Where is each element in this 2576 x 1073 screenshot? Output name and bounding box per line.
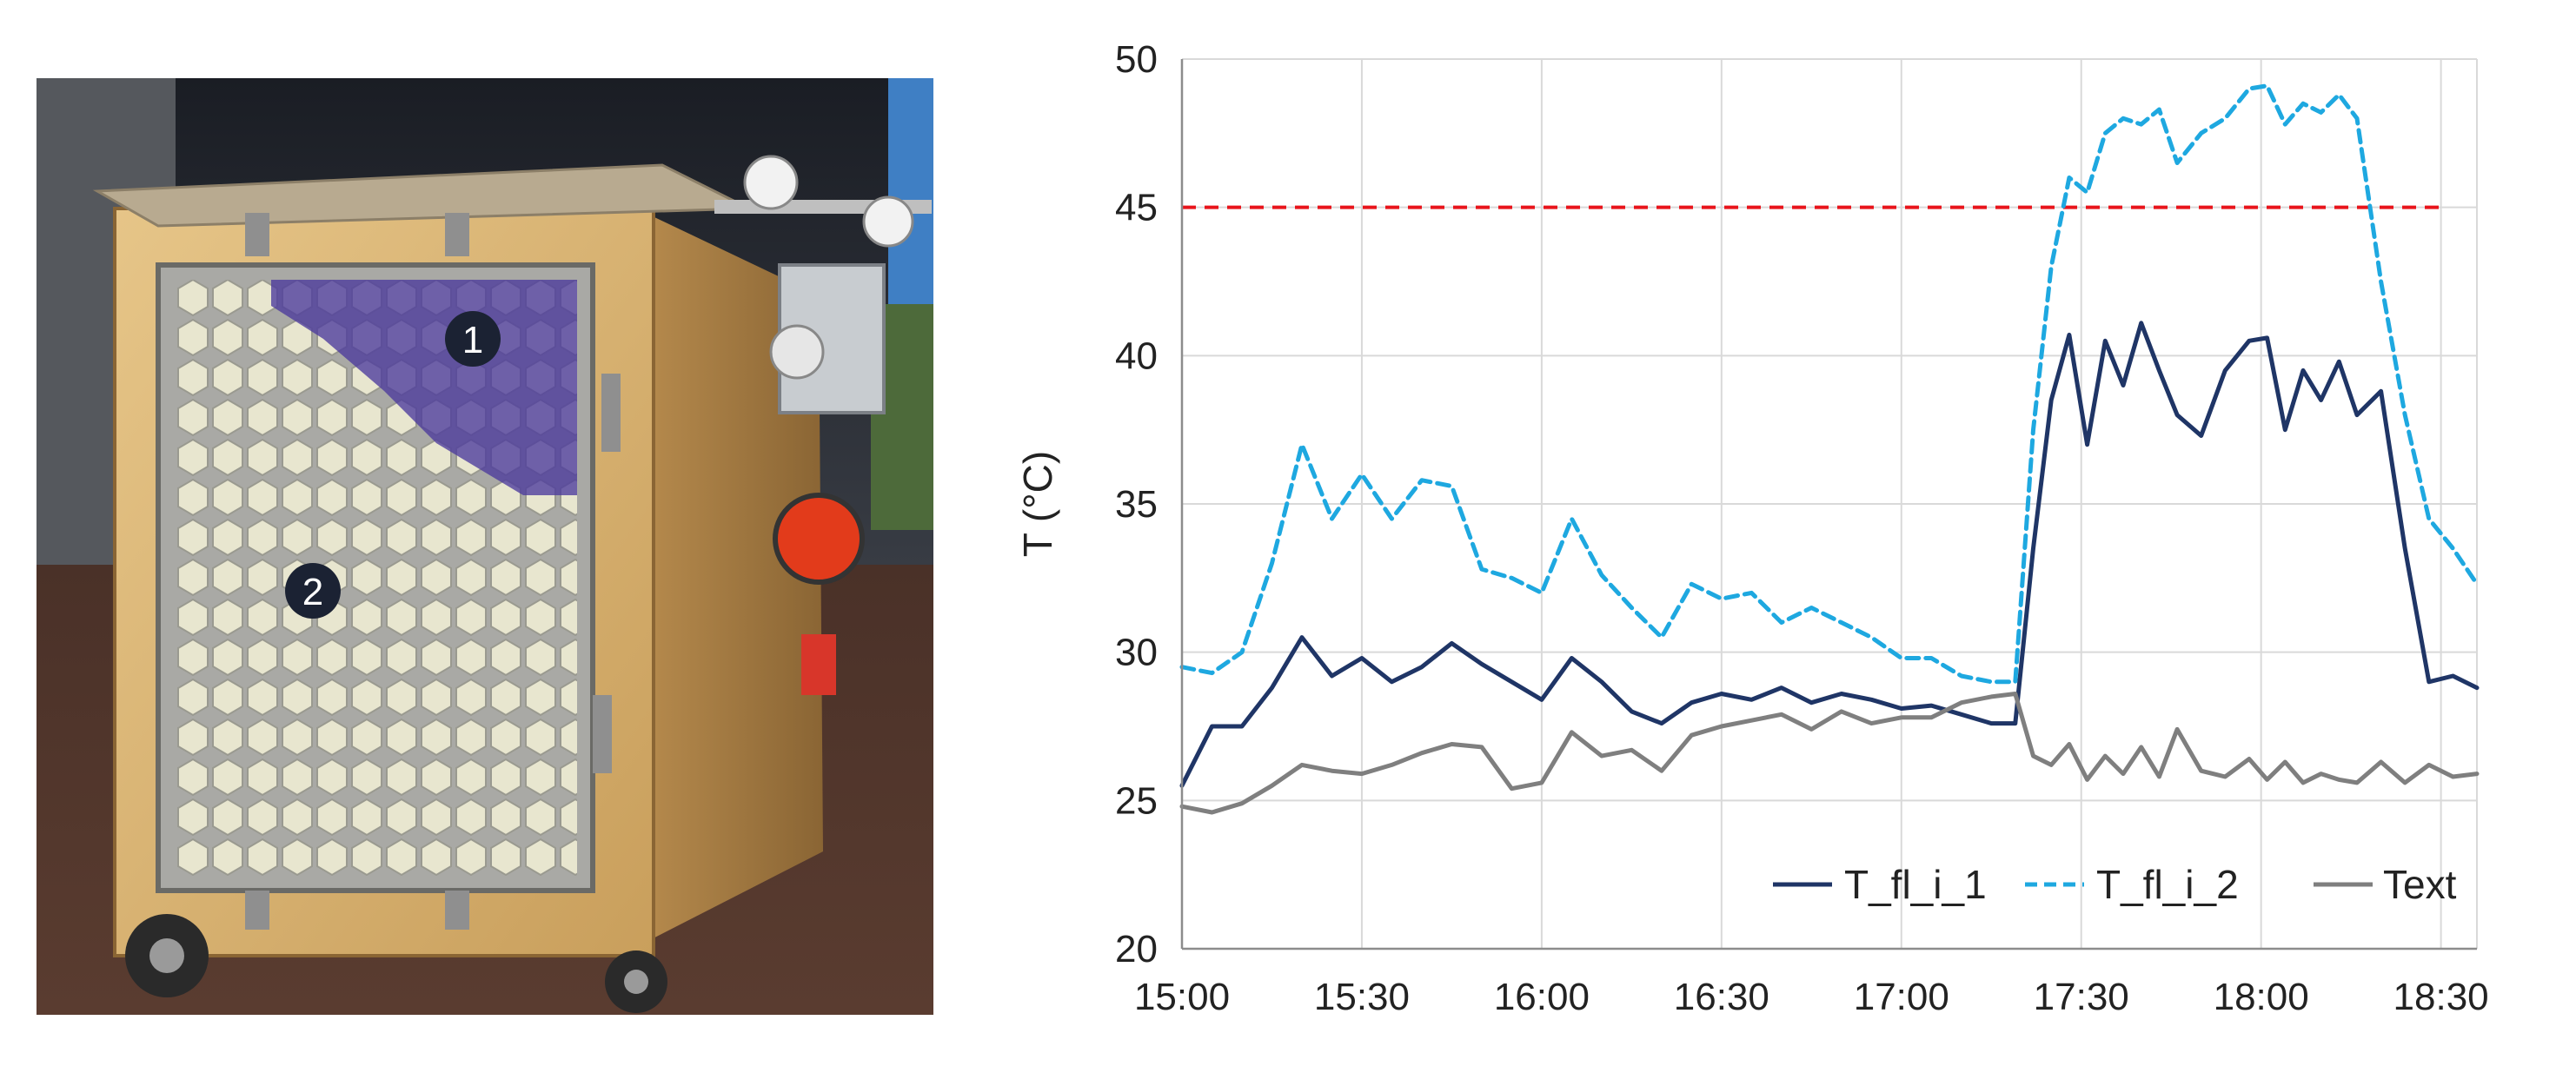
legend-label: T_fl_i_1 [1844, 862, 1987, 907]
zone-1-marker [445, 311, 501, 367]
hinge [245, 891, 269, 930]
pyranometer [862, 195, 914, 248]
y-tick-label: 20 [1115, 928, 1158, 970]
hinge [593, 695, 612, 773]
sensor-box [778, 263, 886, 414]
hinge [245, 213, 269, 256]
reel-handle [801, 634, 836, 695]
series-line-t-fl-i-2 [1179, 83, 2480, 685]
hinge [445, 213, 469, 256]
x-tick-label: 17:30 [2034, 976, 2129, 1018]
legend-label: T_fl_i_2 [2096, 862, 2239, 907]
y-tick-label: 35 [1115, 483, 1158, 526]
zone-2-label: 2 [302, 571, 323, 613]
chart-grid [1181, 58, 2478, 950]
x-tick-label: 16:00 [1494, 976, 1590, 1018]
cable-reel [773, 493, 865, 585]
x-tick-label: 15:30 [1314, 976, 1410, 1018]
x-tick-label: 15:00 [1134, 976, 1230, 1018]
series-line-text [1179, 692, 2480, 815]
x-tick-label: 16:30 [1674, 976, 1769, 1018]
chart-svg: 20 25 30 35 40 45 50 15:00 15:30 16:00 16:30 17:00 1… [1015, 38, 2489, 1018]
x-tick-label: 18:00 [2214, 976, 2309, 1018]
y-tick-label: 50 [1115, 38, 1158, 81]
test-cabinet-photo: 1 2 [37, 78, 933, 1015]
hinge [601, 374, 621, 452]
x-tick-label: 18:30 [2393, 976, 2489, 1018]
chart-axes: 20 25 30 35 40 45 50 15:00 15:30 16:00 16:30 17:00 1… [1115, 38, 2489, 1018]
x-tick-label: 17:00 [1854, 976, 1949, 1018]
y-tick-label: 45 [1115, 187, 1158, 229]
y-tick-label: 30 [1115, 632, 1158, 674]
y-axis-title: T (°C) [1015, 451, 1060, 557]
series-layer [1179, 83, 2480, 815]
legend-label: Text [2383, 862, 2457, 907]
cabinet-illustration: 1 2 [37, 78, 933, 1015]
zone-1-label: 1 [462, 319, 483, 361]
pyranometer [743, 155, 799, 210]
temperature-chart: 20 25 30 35 40 45 50 15:00 15:30 16:00 16:30 17:00 1… [973, 0, 2576, 1069]
zone-2-marker [285, 563, 341, 619]
y-tick-label: 40 [1115, 334, 1158, 377]
hinge [445, 891, 469, 930]
chart-legend: T_fl_i_1 T_fl_i_2 Text [1773, 862, 2457, 907]
y-tick-label: 25 [1115, 779, 1158, 822]
